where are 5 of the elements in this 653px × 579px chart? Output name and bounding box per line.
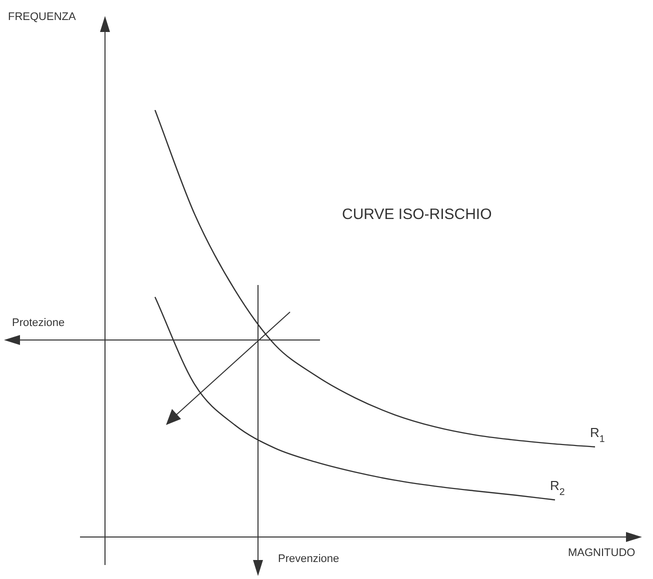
text: Prevenzione	[278, 553, 340, 565]
x-axis-title: MAGNITUDO	[568, 547, 636, 559]
text: CURVE ISO-RISCHIO	[342, 206, 492, 223]
text: Protezione	[12, 317, 65, 329]
text: FREQUENZA	[8, 11, 76, 23]
